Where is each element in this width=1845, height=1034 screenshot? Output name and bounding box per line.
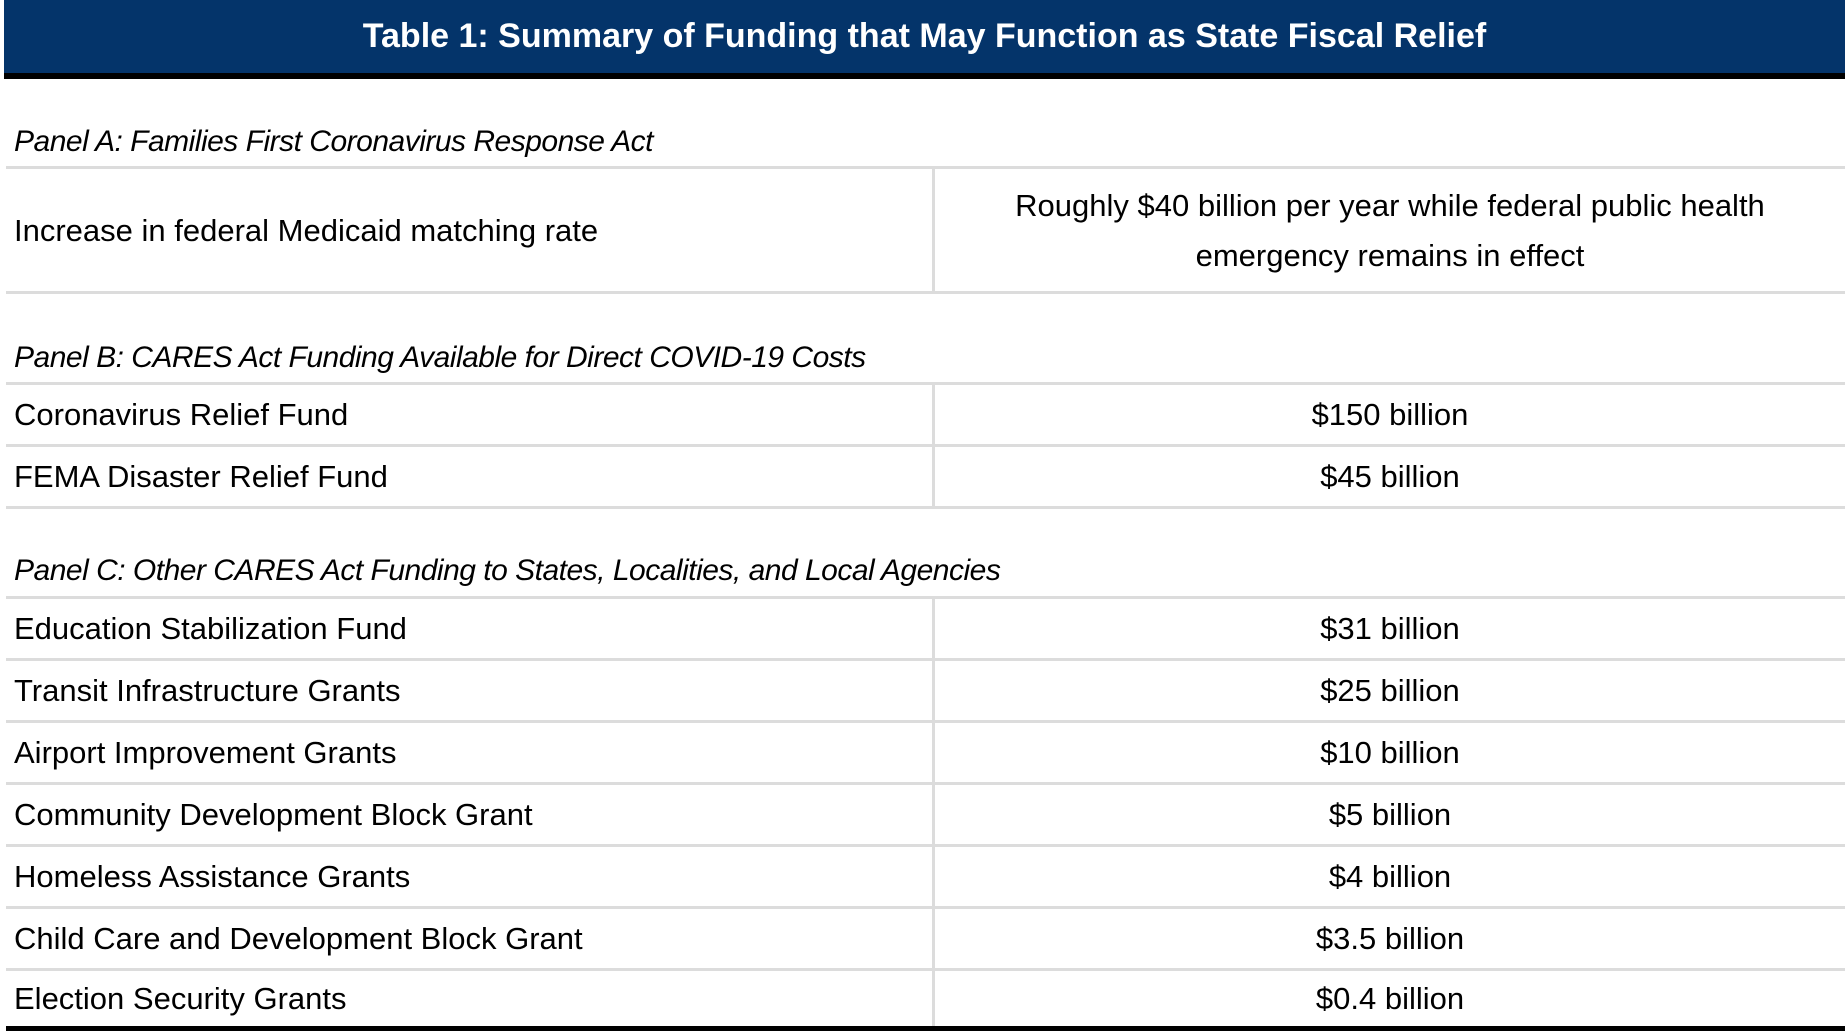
header-rule — [4, 73, 1845, 79]
table-row: Coronavirus Relief Fund $150 billion — [6, 382, 1845, 444]
row-item: Education Stabilization Fund — [14, 610, 407, 646]
row-amount: Roughly $40 billion per year while feder… — [932, 169, 1845, 293]
row-amount: $31 billion — [932, 599, 1845, 658]
table-bottom-rule — [6, 1026, 1845, 1031]
table-row: Transit Infrastructure Grants $25 billio… — [6, 658, 1845, 720]
table-title: Table 1: Summary of Funding that May Fun… — [4, 0, 1845, 73]
row-item: Community Development Block Grant — [14, 796, 533, 832]
table-row: Increase in federal Medicaid matching ra… — [6, 166, 1845, 293]
row-amount: $3.5 billion — [932, 909, 1845, 968]
row-item: Increase in federal Medicaid matching ra… — [14, 213, 599, 248]
row-amount: $0.4 billion — [932, 971, 1845, 1026]
row-amount: $150 billion — [932, 385, 1845, 444]
table-row: Election Security Grants $0.4 billion — [6, 968, 1845, 1026]
row-amount: $4 billion — [932, 847, 1845, 906]
row-item: FEMA Disaster Relief Fund — [14, 458, 388, 494]
table-row: Airport Improvement Grants $10 billion — [6, 720, 1845, 782]
panel-b-label: Panel B: CARES Act Funding Available for… — [14, 341, 866, 374]
row-item: Child Care and Development Block Grant — [14, 920, 583, 956]
row-amount: $45 billion — [932, 447, 1845, 506]
row-item: Coronavirus Relief Fund — [14, 396, 349, 432]
row-rule — [6, 506, 1845, 509]
table-row: FEMA Disaster Relief Fund $45 billion — [6, 444, 1845, 506]
panel-a-label: Panel A: Families First Coronavirus Resp… — [14, 125, 654, 158]
row-rule — [6, 291, 1845, 294]
row-item: Election Security Grants — [14, 980, 347, 1016]
panel-c-label: Panel C: Other CARES Act Funding to Stat… — [14, 554, 1001, 587]
row-item: Airport Improvement Grants — [14, 734, 397, 770]
table-row: Child Care and Development Block Grant $… — [6, 906, 1845, 968]
row-amount: $5 billion — [932, 785, 1845, 844]
table-row: Community Development Block Grant $5 bil… — [6, 782, 1845, 844]
row-amount: $10 billion — [932, 723, 1845, 782]
row-item: Transit Infrastructure Grants — [14, 672, 401, 708]
table-row: Homeless Assistance Grants $4 billion — [6, 844, 1845, 906]
row-item: Homeless Assistance Grants — [14, 858, 411, 894]
row-amount: $25 billion — [932, 661, 1845, 720]
table-row: Education Stabilization Fund $31 billion — [6, 596, 1845, 658]
